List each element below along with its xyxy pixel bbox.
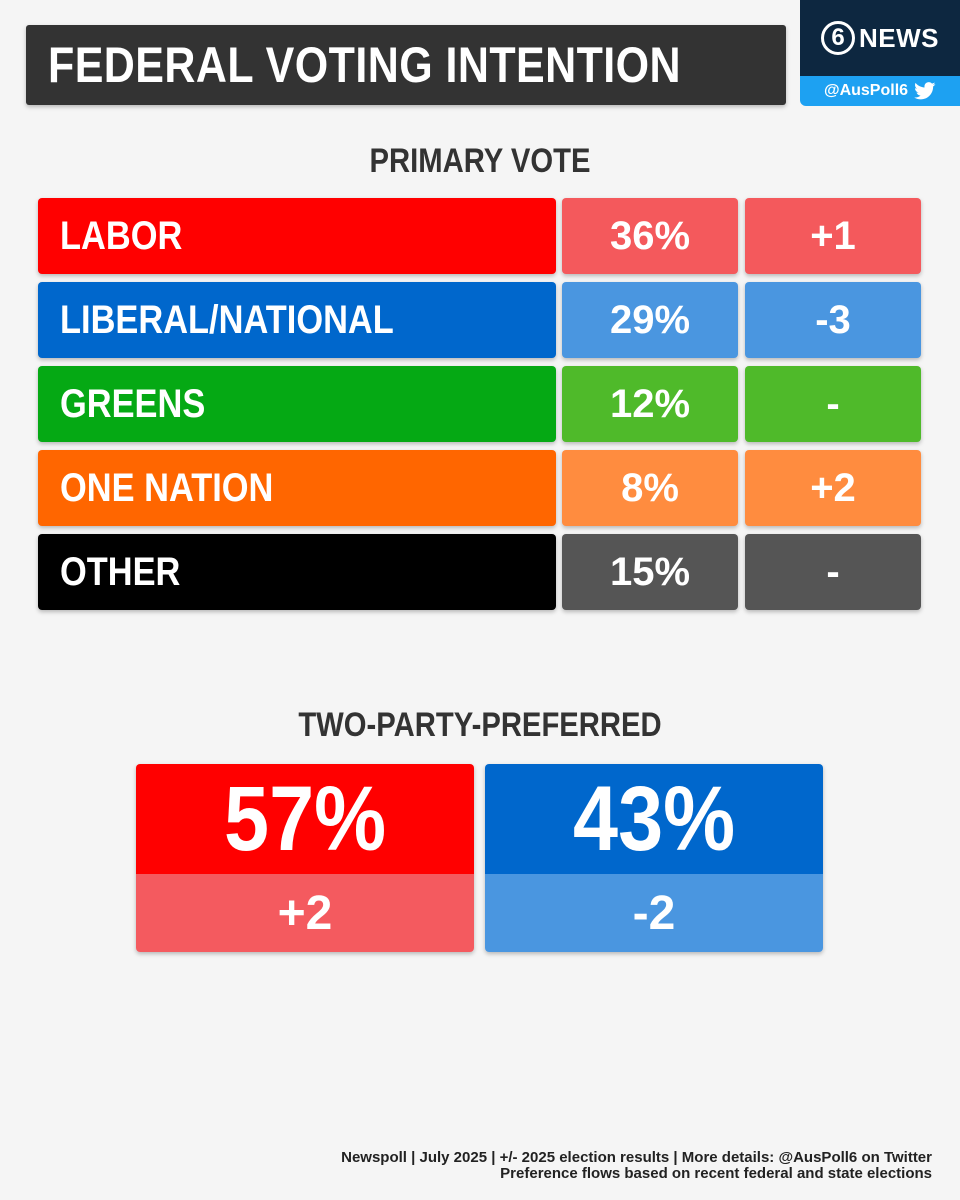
twitter-handle: @AusPoll6 [823,82,909,99]
vote-change-cell: - [745,534,921,610]
table-row: LABOR 36% +1 [38,198,922,274]
vote-change-cell: - [745,366,921,442]
vote-share-cell: 8% [562,450,738,526]
tpp-value: 57% [223,767,387,870]
party-name-cell: ONE NATION [38,450,556,526]
party-name: LABOR [60,213,183,258]
brand-name: NEWS [859,22,939,53]
table-row: GREENS 12% - [38,366,922,442]
page-title: FEDERAL VOTING INTENTION [48,37,682,93]
footer-method-line: Preference flows based on recent federal… [500,1165,932,1182]
footer-source-line: Newspoll | July 2025 | +/- 2025 election… [341,1149,932,1166]
primary-vote-table: LABOR 36% +1 LIBERAL/NATIONAL 29% -3 GRE… [38,198,922,618]
table-row: LIBERAL/NATIONAL 29% -3 [38,282,922,358]
party-name-cell: LABOR [38,198,556,274]
primary-vote-title: PRIMARY VOTE [369,142,591,180]
party-name: GREENS [60,381,206,426]
vote-share-cell: 29% [562,282,738,358]
vote-change-cell: -3 [745,282,921,358]
party-name: LIBERAL/NATIONAL [60,297,394,342]
party-name-cell: LIBERAL/NATIONAL [38,282,556,358]
party-name: OTHER [60,549,181,594]
vote-change-cell: +1 [745,198,921,274]
brand-badge: 6 NEWS @AusPoll6 [800,0,960,106]
brand-handle-bar: @AusPoll6 [800,76,960,106]
table-row: OTHER 15% - [38,534,922,610]
brand-number: 6 [821,21,855,55]
tpp-value-cell: 57% [136,764,474,874]
tpp-change: +2 [136,874,474,952]
vote-share-cell: 36% [562,198,738,274]
tpp-box: 43% -2 [485,764,823,952]
table-row: ONE NATION 8% +2 [38,450,922,526]
brand-logo: 6 NEWS [800,0,960,76]
tpp-box: 57% +2 [136,764,474,952]
vote-share-cell: 15% [562,534,738,610]
tpp-value-cell: 43% [485,764,823,874]
footer-notes: Newspoll | July 2025 | +/- 2025 election… [341,1150,932,1182]
twitter-bird-icon [914,82,936,100]
vote-change-cell: +2 [745,450,921,526]
tpp-title: TWO-PARTY-PREFERRED [298,706,662,744]
tpp-change: -2 [485,874,823,952]
title-bar: FEDERAL VOTING INTENTION [26,25,786,105]
vote-share-cell: 12% [562,366,738,442]
tpp-value: 43% [572,767,736,870]
party-name-cell: GREENS [38,366,556,442]
party-name-cell: OTHER [38,534,556,610]
party-name: ONE NATION [60,465,274,510]
